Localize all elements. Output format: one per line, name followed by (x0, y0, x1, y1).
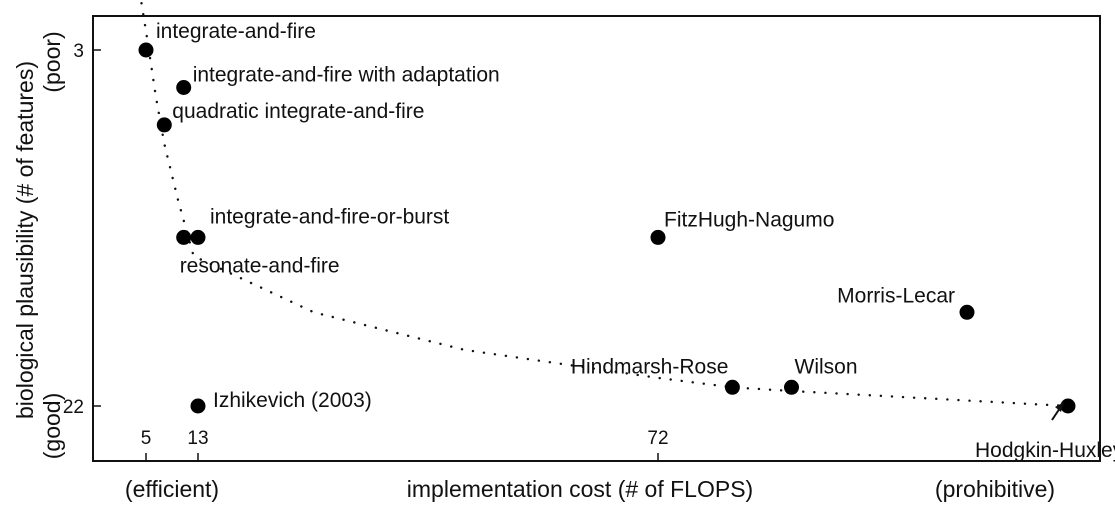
point-label-integrate-and-fire-with-adaptation: integrate-and-fire with adaptation (193, 64, 500, 87)
x-tick-label-72: 72 (647, 428, 668, 449)
point-label-quadratic-integrate-and-fire: quadratic integrate-and-fire (172, 100, 424, 123)
point-integrate-and-fire-with-adaptation (176, 80, 192, 95)
y-tick-label-22: 22 (63, 397, 84, 418)
point-hodgkin-huxley (1060, 398, 1076, 414)
x-tick-label-5: 5 (141, 428, 152, 449)
point-morris-lecar (959, 304, 975, 320)
y-axis-label: biological plausibility (# of features) (12, 61, 38, 419)
point-fitzhugh-nagumo (650, 229, 666, 245)
point-label-integrate-and-fire-or-burst: integrate-and-fire-or-burst (210, 205, 449, 228)
point-izhikevich-2003 (190, 398, 206, 414)
point-label-wilson: Wilson (795, 355, 858, 378)
point-label-hindmarsh-rose: Hindmarsh-Rose (571, 355, 729, 378)
point-quadratic-integrate-and-fire (156, 117, 172, 133)
point-label-fitzhugh-nagumo: FitzHugh-Nagumo (664, 208, 834, 231)
x-axis: 5 13 72 implementation cost (# of FLOPS)… (125, 428, 1055, 502)
y-annotation-poor: (poor) (39, 31, 65, 92)
point-integrate-and-fire-or-burst (190, 229, 206, 245)
point-label-izhikevich-2003: Izhikevich (2003) (213, 389, 372, 412)
point-integrate-and-fire (138, 42, 154, 58)
x-tick-label-13: 13 (187, 428, 208, 449)
point-label-integrate-and-fire: integrate-and-fire (156, 20, 316, 43)
points-layer (138, 42, 1076, 414)
y-annotation-good: (good) (39, 393, 65, 459)
point-label-hodgkin-huxley: Hodgkin-Huxley (975, 439, 1115, 462)
plot-frame (92, 15, 1101, 462)
y-tick-label-3: 3 (73, 41, 84, 62)
x-annotation-efficient: (efficient) (125, 476, 219, 502)
point-label-resonate-and-fire: resonate-and-fire (180, 254, 340, 277)
point-resonate-and-fire (176, 229, 192, 245)
y-axis: 3 22 biological plausibility (# of featu… (12, 31, 101, 459)
hodgkin-huxley-arrowhead-icon (1055, 402, 1064, 412)
point-hindmarsh-rose (724, 379, 740, 395)
point-wilson (784, 379, 799, 395)
x-annotation-prohibitive: (prohibitive) (935, 476, 1055, 502)
point-labels-layer: integrate-and-fire integrate-and-fire wit… (156, 20, 1115, 462)
point-label-morris-lecar: Morris-Lecar (837, 284, 955, 307)
x-axis-label: implementation cost (# of FLOPS) (407, 476, 753, 502)
